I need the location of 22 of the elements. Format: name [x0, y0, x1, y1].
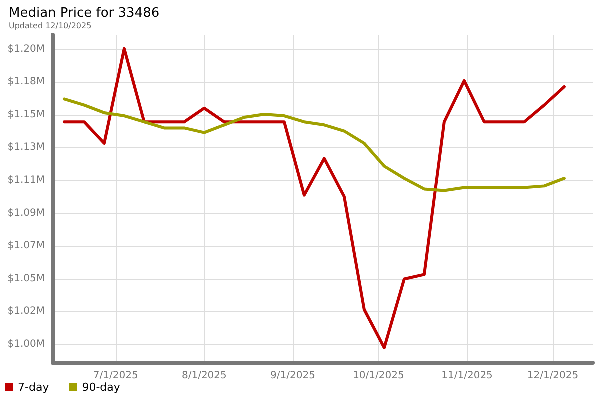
x-tick-label: 12/1/2025: [527, 370, 579, 382]
chart-subtitle: Updated 12/10/2025: [9, 22, 92, 30]
chart-title: Median Price for 33486: [9, 6, 160, 21]
y-tick-label: $1.15M: [8, 109, 45, 120]
y-tick-label: $1.20M: [8, 44, 45, 55]
legend-label: 90-day: [82, 381, 121, 394]
y-tick-label: $1.02M: [8, 306, 45, 318]
y-tick-label: $1.11M: [8, 175, 45, 186]
line-series: [62, 98, 566, 192]
x-tick-label: 8/1/2025: [182, 370, 227, 382]
line-series: [62, 47, 566, 350]
x-tick-label: 7/1/2025: [93, 370, 138, 382]
y-tick-label: $1.05M: [8, 273, 45, 284]
y-tick-label: $1.07M: [8, 240, 45, 252]
y-tick-label: $1.00M: [8, 339, 45, 350]
x-tick-label: 11/1/2025: [442, 370, 493, 382]
x-tick-label: 10/1/2025: [353, 370, 404, 382]
x-tick-label: 9/1/2025: [270, 370, 316, 382]
legend-label: 7-day: [18, 381, 50, 394]
y-tick-label: $1.18M: [8, 76, 45, 88]
y-tick-label: $1.09M: [8, 208, 45, 219]
y-tick-label: $1.13M: [8, 142, 45, 154]
